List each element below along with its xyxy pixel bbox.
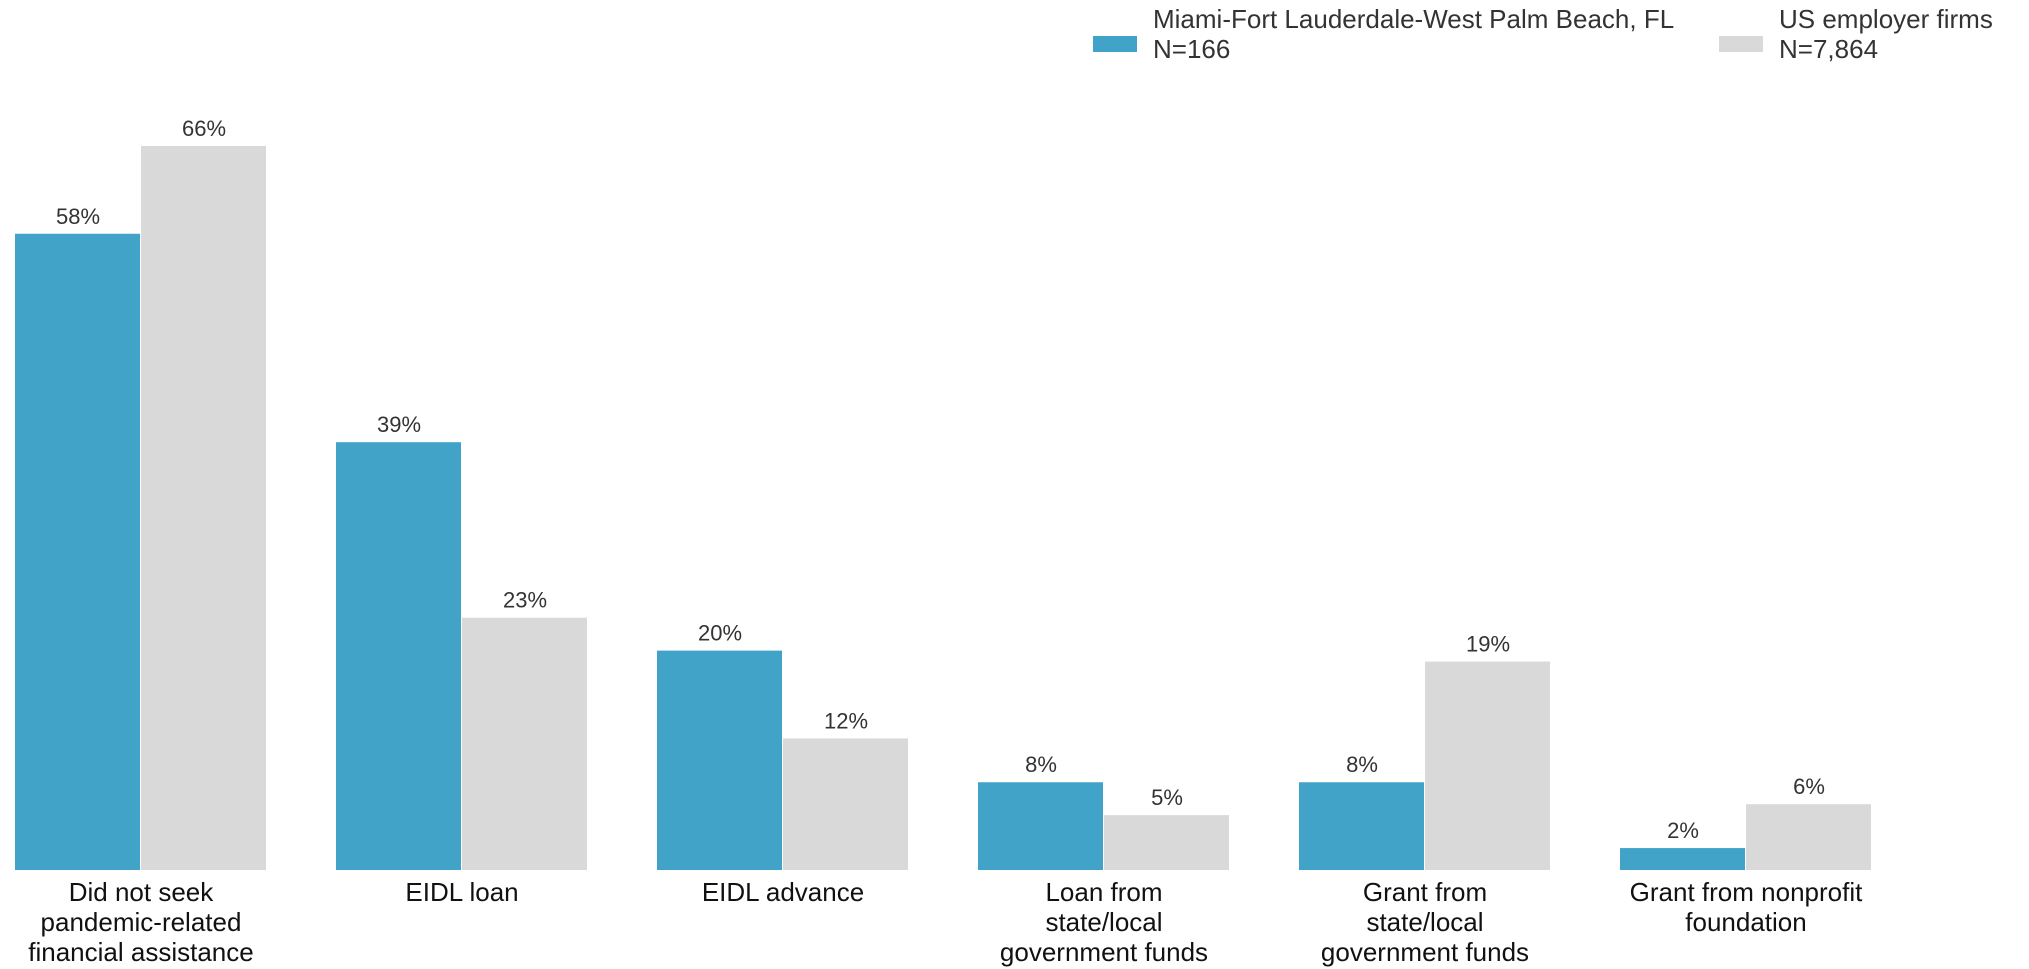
legend-n-us: N=7,864: [1779, 34, 1879, 64]
category-label-5: Grant from nonprofit foundation: [1630, 877, 1863, 937]
category-label-0: Did not seek pandemic-related financial as…: [28, 877, 253, 967]
value-label-us-5: 6%: [1793, 774, 1825, 799]
value-label-msa-1: 39%: [377, 412, 421, 437]
category-label-4: Grant from state/local government funds: [1321, 877, 1529, 967]
value-label-us-2: 12%: [824, 708, 868, 733]
bar-msa-4: [1299, 782, 1424, 870]
legend-item-msa: Miami-Fort Lauderdale-West Palm Beach, F…: [1093, 4, 1674, 64]
bar-us-2: [783, 738, 908, 870]
bar-us-0: [141, 146, 266, 870]
bar-msa-5: [1620, 848, 1745, 870]
legend-label-us: US employer firms N=7,864: [1779, 4, 1993, 64]
value-label-us-1: 23%: [503, 588, 547, 613]
legend-series-name-msa: Miami-Fort Lauderdale-West Palm Beach, F…: [1153, 4, 1675, 34]
bar-msa-2: [657, 650, 782, 870]
legend-series-name-us: US employer firms: [1779, 4, 1993, 34]
legend-swatch-msa: [1093, 36, 1137, 52]
category-label-2: EIDL advance: [702, 877, 864, 907]
value-label-msa-2: 20%: [698, 621, 742, 646]
legend-n-msa: N=166: [1153, 34, 1231, 64]
bar-msa-3: [978, 782, 1103, 870]
bar-msa-1: [336, 442, 461, 870]
bar-us-4: [1425, 661, 1550, 870]
legend-label-msa: Miami-Fort Lauderdale-West Palm Beach, F…: [1153, 4, 1674, 64]
legend-swatch-us: [1719, 36, 1763, 52]
value-label-us-3: 5%: [1151, 785, 1183, 810]
bar-msa-0: [15, 233, 140, 870]
bar-us-3: [1104, 815, 1229, 870]
bar-us-5: [1746, 804, 1871, 870]
value-label-msa-0: 58%: [56, 204, 100, 229]
value-label-msa-4: 8%: [1346, 752, 1378, 777]
legend-item-us: US employer firms N=7,864: [1719, 4, 1993, 64]
value-label-us-4: 19%: [1466, 632, 1510, 657]
bar-us-1: [462, 617, 587, 870]
value-label-msa-5: 2%: [1667, 818, 1699, 843]
category-label-1: EIDL loan: [405, 877, 518, 907]
category-label-3: Loan from state/local government funds: [1000, 877, 1208, 967]
value-label-msa-3: 8%: [1025, 752, 1057, 777]
value-label-us-0: 66%: [182, 116, 226, 141]
